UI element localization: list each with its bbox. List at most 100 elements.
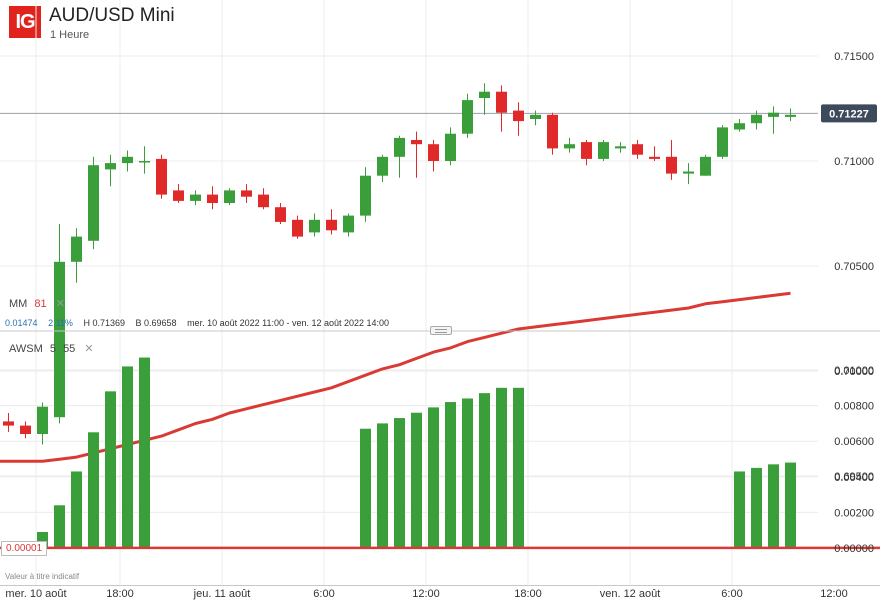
candle [156, 154, 167, 199]
pane-resize-handle[interactable] [430, 326, 452, 335]
candle [785, 108, 796, 122]
candle-body [224, 190, 235, 203]
candle-body [632, 144, 643, 155]
indicator-bar [751, 467, 762, 548]
price-tick-label: 0.70500 [834, 261, 874, 273]
candle [173, 184, 184, 203]
axes-layer: 0.71500 0.71000 0.70500 0.70000 0.69500 0.010… [0, 51, 880, 600]
instrument-title[interactable]: AUD/USD Mini [49, 5, 175, 26]
candle-body [360, 175, 371, 216]
indicator-bar [37, 531, 48, 548]
indicator-bar [139, 357, 150, 548]
candle [598, 140, 609, 161]
indicator-bar [411, 412, 422, 548]
candle-body [37, 406, 48, 434]
candle-body [3, 421, 14, 426]
candle [241, 184, 252, 203]
candle [122, 150, 133, 172]
candle-body [207, 194, 218, 203]
candle-body [666, 156, 677, 174]
candle-body [547, 114, 558, 149]
candle-body [530, 114, 541, 119]
indicator-bar [428, 407, 439, 548]
x-tick-label: mer. 10 août [5, 588, 66, 600]
candle [649, 146, 660, 161]
candle [530, 110, 541, 126]
indicator-tick-label: 0.00200 [834, 507, 874, 519]
x-tick-label: 18:00 [106, 588, 134, 600]
stat-high: H 0.71369 [83, 318, 125, 328]
candle [343, 213, 354, 237]
indicator-bar [360, 428, 371, 548]
x-tick-label: 6:00 [721, 588, 742, 600]
candle-body [751, 114, 762, 124]
candle-body [309, 219, 320, 233]
candle [411, 131, 422, 178]
candle [632, 140, 643, 159]
candle-body [649, 156, 660, 159]
candle [309, 213, 320, 237]
stat-change: 0.01474 [5, 318, 38, 328]
candle [615, 142, 626, 153]
stat-low: B 0.69658 [135, 318, 177, 328]
candle-body [156, 158, 167, 195]
candle-body [734, 123, 745, 130]
indicator-bar [496, 387, 507, 548]
candle [326, 209, 337, 235]
indicator-bar [122, 366, 133, 548]
candle [666, 140, 677, 180]
candle [224, 188, 235, 206]
indicator-legend[interactable]: AWSM 5 55 ✕ [9, 342, 94, 355]
candle [292, 215, 303, 239]
candle-body [292, 219, 303, 237]
indicator-tick-label: 0.00000 [834, 543, 874, 555]
indicator-tick-label: 0.01000 [834, 365, 874, 377]
indicator-bar [768, 464, 779, 548]
indicator-bar [785, 462, 796, 548]
candle-body [275, 207, 286, 222]
candle [258, 188, 269, 210]
candle-body [105, 163, 116, 170]
ma-legend[interactable]: MM 81 ✕ [9, 297, 65, 310]
x-tick-label: ven. 12 août [600, 588, 661, 600]
candle-body [428, 144, 439, 161]
indicator-tick-label: 0.00600 [834, 436, 874, 448]
candle [360, 167, 371, 222]
price-tick-label: 0.71000 [834, 156, 874, 168]
timeframe-label[interactable]: 1 Heure [50, 29, 90, 41]
indicator-bar [734, 471, 745, 548]
indicator-legend-p1: 5 [49, 343, 56, 355]
price-tick-label: 0.71500 [834, 51, 874, 63]
candle-body [411, 140, 422, 145]
candle-body [445, 133, 456, 161]
candle [683, 163, 694, 185]
ma-legend-name: MM [9, 298, 28, 310]
candle [105, 154, 116, 187]
candle [428, 140, 439, 172]
candle-body [258, 194, 269, 208]
gridlines [0, 0, 818, 585]
candle [190, 190, 201, 206]
candle-body [173, 190, 184, 201]
candle [3, 413, 14, 432]
x-tick-label: jeu. 11 août [193, 588, 251, 600]
candle-body [241, 190, 252, 197]
candle [768, 106, 779, 134]
candle-body [785, 114, 796, 117]
stat-range: mer. 10 août 2022 11:00 - ven. 12 août 2… [187, 318, 390, 328]
candle [394, 135, 405, 178]
indicator-bar [54, 505, 65, 548]
indicator-legend-p2: 55 [63, 343, 76, 355]
close-icon[interactable]: ✕ [55, 298, 65, 310]
candle [37, 402, 48, 445]
ma-legend-value: 81 [34, 298, 47, 310]
indicator-bar [88, 432, 99, 548]
candle-body [88, 165, 99, 241]
indicator-value-tag: 0.00001 [1, 541, 48, 556]
candle [581, 140, 592, 166]
candle [496, 85, 507, 132]
close-icon[interactable]: ✕ [84, 343, 94, 355]
stats-bar: 0.01474 2.11% H 0.71369 B 0.69658 mer. 1… [5, 318, 397, 328]
